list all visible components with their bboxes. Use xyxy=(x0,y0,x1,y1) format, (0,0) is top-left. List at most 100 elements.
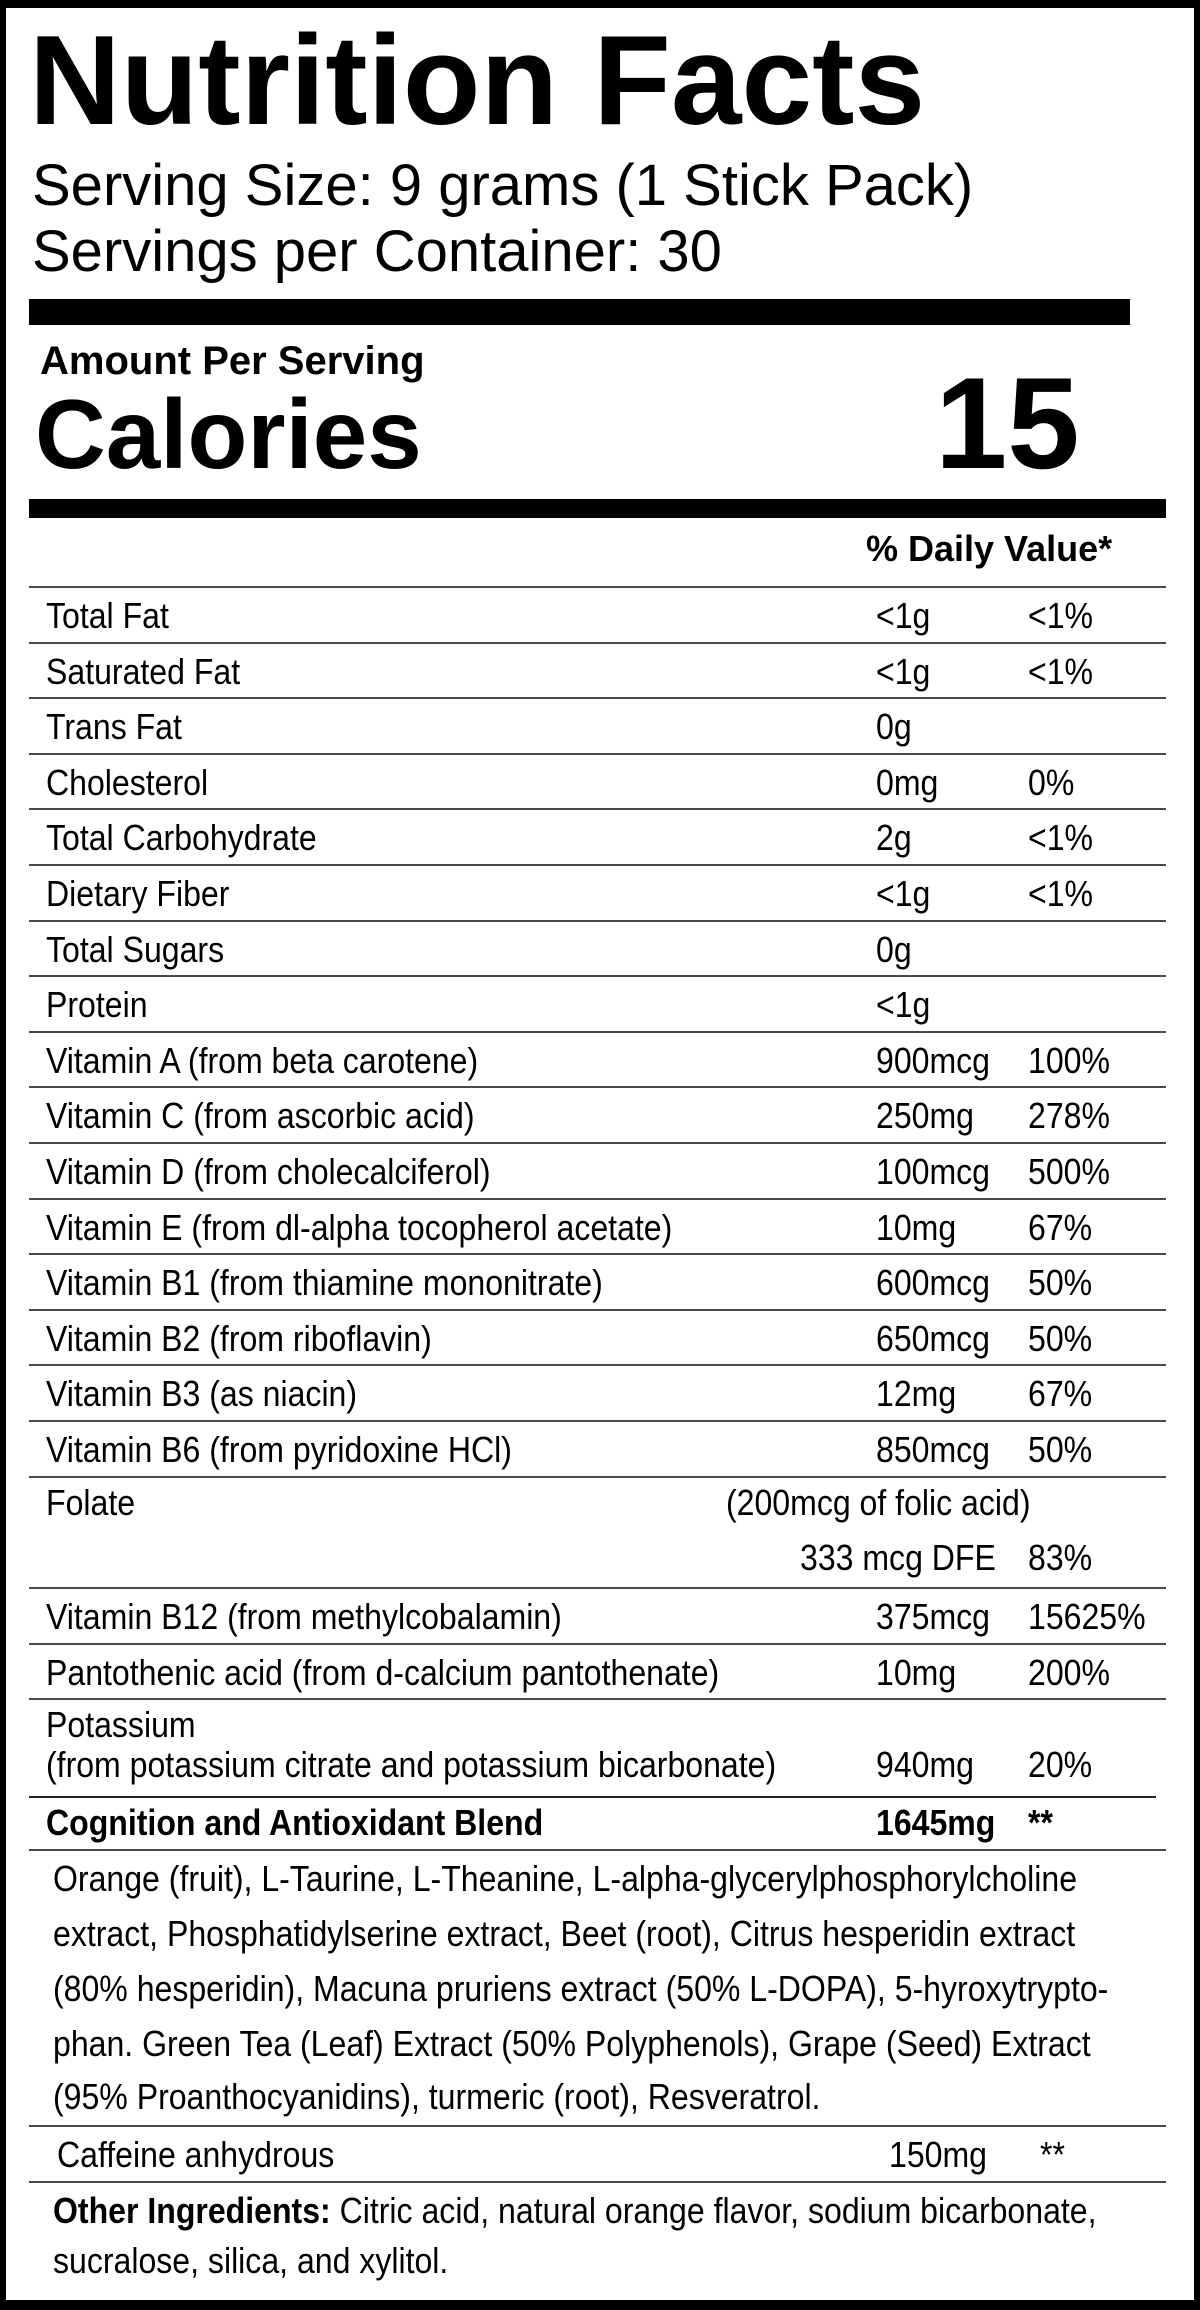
folate-dv-text: 83% xyxy=(1028,1537,1093,1578)
folate-name: Folate xyxy=(46,1485,146,1521)
nutrient-amount: 600mcg xyxy=(876,1265,1004,1301)
nutrient-name-text: Protein xyxy=(46,984,148,1026)
nutrient-amount: <1g xyxy=(876,987,937,1023)
nutrient-daily-value-text: 50% xyxy=(1028,1429,1093,1470)
nutrient-amount-text: 10mg xyxy=(876,1651,957,1693)
potassium-name: Potassium xyxy=(46,1707,214,1743)
row-divider xyxy=(29,1031,1166,1033)
nutrient-daily-value-text: 15625% xyxy=(1028,1596,1146,1637)
nutrient-name: Total Carbohydrate xyxy=(46,820,350,856)
blend-name: Cognition and Antioxidant Blend xyxy=(46,1805,605,1841)
row-divider xyxy=(29,975,1166,977)
nutrient-amount: 0mg xyxy=(876,764,946,801)
nutrient-daily-value-text: 50% xyxy=(1028,1317,1093,1359)
caffeine-amount-text: 150mg xyxy=(889,2134,987,2175)
nutrient-amount: 900mcg xyxy=(876,1039,1004,1081)
calories-label: Calories xyxy=(35,379,422,489)
caffeine-dv-text: ** xyxy=(1040,2134,1065,2175)
nutrient-amount-text: <1g xyxy=(876,650,931,692)
nutrient-name: Protein xyxy=(46,987,160,1023)
blend-ingredients-line: phan. Green Tea (Leaf) Extract (50% Poly… xyxy=(53,2026,1200,2062)
nutrient-name-text: Vitamin A (from beta carotene) xyxy=(46,1039,479,1081)
blend-ingredients-line: Orange (fruit), L-Taurine, L-Theanine, L… xyxy=(53,1861,1200,1897)
ingredients-text: (80% hesperidin), Macuna pruriens extrac… xyxy=(53,1968,1109,2009)
caffeine-name: Caffeine anhydrous xyxy=(57,2137,369,2173)
ingredients-text: (95% Proanthocyanidins), turmeric (root)… xyxy=(53,2076,821,2117)
nutrient-daily-value: 100% xyxy=(1028,1039,1120,1081)
nutrient-amount: <1g xyxy=(876,650,937,692)
daily-value-header: % Daily Value* xyxy=(866,528,1113,569)
ingredients-text: extract, Phosphatidylserine extract, Bee… xyxy=(53,1913,1076,1954)
nutrient-name: Pantothenic acid (from d-calcium pantoth… xyxy=(46,1654,802,1691)
nutrient-amount-text: 0g xyxy=(876,706,912,748)
other-ingredients-line: sucralose, silica, and xylitol. xyxy=(53,2243,497,2279)
nutrient-amount: 850mcg xyxy=(876,1432,1004,1468)
folate-name-text: Folate xyxy=(46,1482,136,1523)
nutrient-name-text: Vitamin E (from dl-alpha tocopherol acet… xyxy=(46,1206,673,1248)
row-divider xyxy=(29,586,1166,588)
nutrient-amount-text: <1g xyxy=(876,873,931,914)
nutrient-name: Vitamin E (from dl-alpha tocopherol acet… xyxy=(46,1206,750,1248)
nutrient-daily-value-text: 67% xyxy=(1028,1206,1093,1248)
row-divider xyxy=(29,920,1166,922)
row-divider xyxy=(29,1086,1166,1088)
nutrient-name: Total Sugars xyxy=(46,928,246,970)
nutrient-amount-text: 900mcg xyxy=(876,1039,990,1081)
nutrient-daily-value-text: 278% xyxy=(1028,1095,1110,1137)
nutrient-name: Saturated Fat xyxy=(46,650,264,692)
nutrient-name-text: Vitamin B1 (from thiamine mononitrate) xyxy=(46,1262,603,1304)
nutrient-daily-value: <1% xyxy=(1028,653,1101,690)
nutrient-amount: <1g xyxy=(876,876,937,912)
nutrient-daily-value: 50% xyxy=(1028,1265,1100,1301)
nutrient-name: Vitamin A (from beta carotene) xyxy=(46,1039,532,1081)
thick-divider xyxy=(29,299,1130,325)
row-divider xyxy=(29,1587,1166,1589)
nutrient-daily-value: 67% xyxy=(1028,1376,1100,1412)
nutrient-amount: 12mg xyxy=(876,1376,966,1412)
nutrient-amount: 650mcg xyxy=(876,1320,1004,1357)
nutrient-name-text: Vitamin B12 (from methylcobalamin) xyxy=(46,1596,562,1637)
nutrient-daily-value-text: 500% xyxy=(1028,1151,1110,1192)
calories-value: 15 xyxy=(935,350,1080,496)
nutrient-name: Vitamin B2 (from riboflavin) xyxy=(46,1320,479,1357)
potassium-source-text: (from potassium citrate and potassium bi… xyxy=(46,1744,777,1785)
nutrient-name: Vitamin D (from cholecalciferol) xyxy=(46,1154,545,1190)
potassium-dv: 20% xyxy=(1028,1747,1100,1783)
row-divider xyxy=(29,1796,1156,1798)
nutrient-name-text: Trans Fat xyxy=(46,706,182,748)
nutrient-amount-text: 100mcg xyxy=(876,1151,990,1192)
nutrient-daily-value-text: 100% xyxy=(1028,1039,1110,1081)
nutrient-amount-text: 850mcg xyxy=(876,1429,990,1470)
nutrient-name: Vitamin B1 (from thiamine mononitrate) xyxy=(46,1265,672,1301)
row-divider xyxy=(29,1698,1166,1700)
potassium-amount: 940mg xyxy=(876,1747,986,1783)
servings-per-container: Servings per Container: 30 xyxy=(32,219,722,284)
nutrient-daily-value: <1% xyxy=(1028,598,1101,634)
blend-amount-text: 1645mg xyxy=(876,1802,996,1843)
nutrient-amount-text: 12mg xyxy=(876,1373,957,1415)
nutrient-name-text: Total Sugars xyxy=(46,928,225,970)
nutrient-name: Vitamin C (from ascorbic acid) xyxy=(46,1098,527,1134)
amount-per-serving-label: Amount Per Serving xyxy=(40,339,425,383)
nutrient-name-text: Vitamin B6 (from pyridoxine HCl) xyxy=(46,1429,512,1470)
potassium-name-text: Potassium xyxy=(46,1704,196,1745)
row-divider xyxy=(29,864,1166,866)
row-divider xyxy=(29,2125,1166,2127)
nutrient-amount-text: 375mcg xyxy=(876,1596,990,1637)
nutrient-amount-text: 10mg xyxy=(876,1206,957,1248)
row-divider xyxy=(29,1198,1166,1200)
caffeine-name-text: Caffeine anhydrous xyxy=(57,2134,335,2175)
nutrient-name: Vitamin B12 (from methylcobalamin) xyxy=(46,1599,626,1635)
nutrient-amount-text: 2g xyxy=(876,817,912,859)
ingredients-text: Orange (fruit), L-Taurine, L-Theanine, L… xyxy=(53,1858,1078,1899)
row-divider xyxy=(29,1364,1166,1366)
row-divider xyxy=(29,1142,1166,1144)
nutrient-name-text: Dietary Fiber xyxy=(46,873,230,914)
folate-amount: 333 mcg DFE xyxy=(800,1540,1020,1576)
other-ingredients-text: Citric acid, natural orange flavor, sodi… xyxy=(330,2190,1097,2231)
nutrient-daily-value-text: 200% xyxy=(1028,1651,1110,1693)
nutrient-amount: 10mg xyxy=(876,1206,966,1248)
nutrient-name-text: Saturated Fat xyxy=(46,650,241,692)
nutrient-amount: 2g xyxy=(876,820,916,856)
